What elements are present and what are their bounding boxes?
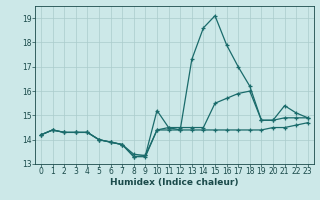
X-axis label: Humidex (Indice chaleur): Humidex (Indice chaleur) (110, 178, 239, 187)
